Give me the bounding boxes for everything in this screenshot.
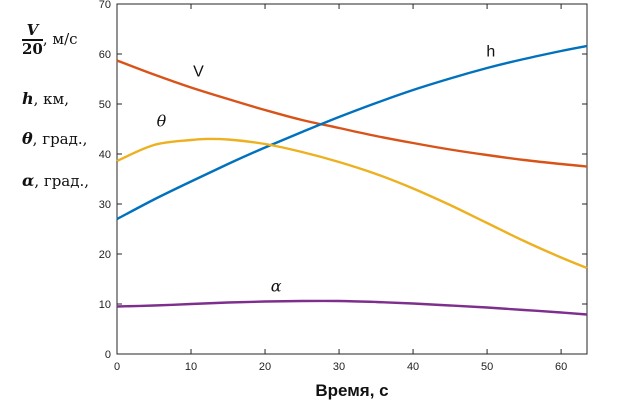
alpha-symbol: α bbox=[22, 171, 35, 190]
velocity-line bbox=[116, 59, 588, 168]
y-tick-label: 50 bbox=[99, 99, 111, 111]
y-tick-label: 30 bbox=[99, 199, 111, 211]
x-tick-label: 40 bbox=[407, 361, 419, 373]
y-legend-velocity: V 20 , м/с bbox=[22, 22, 78, 58]
y-tick-label: 10 bbox=[99, 299, 111, 311]
theta-line bbox=[116, 137, 588, 270]
x-ticks: 0 10 20 30 40 50 60 bbox=[114, 4, 567, 373]
velocity-denominator: 20 bbox=[22, 40, 43, 58]
series-labels: Vh θ α bbox=[157, 44, 496, 296]
y-ticks: 0 10 20 30 40 50 60 70 bbox=[99, 0, 587, 361]
altitude-line bbox=[116, 44, 588, 221]
series-lines bbox=[116, 44, 588, 316]
altitude-units: , км, bbox=[33, 90, 69, 108]
theta-symbol: θ bbox=[22, 129, 33, 148]
y-legend-theta: θ, град., bbox=[22, 129, 87, 148]
y-tick-label: 40 bbox=[99, 149, 111, 161]
y-legend-alpha: α, град., bbox=[22, 171, 89, 190]
velocity-fraction: V 20 bbox=[22, 22, 43, 58]
y-tick-label: 60 bbox=[99, 49, 111, 61]
velocity-numerator: V bbox=[22, 22, 43, 41]
x-tick-label: 20 bbox=[259, 361, 271, 373]
y-tick-label: 0 bbox=[105, 349, 111, 361]
x-tick-label: 30 bbox=[333, 361, 345, 373]
x-tick-label: 50 bbox=[481, 361, 493, 373]
velocity-label: V bbox=[193, 64, 204, 81]
y-tick-label: 20 bbox=[99, 249, 111, 261]
velocity-units: , м/с bbox=[42, 30, 78, 48]
alpha-label: α bbox=[271, 277, 282, 296]
alpha-units: , град., bbox=[34, 172, 90, 190]
altitude-label: h bbox=[486, 44, 495, 61]
x-tick-label: 60 bbox=[555, 361, 567, 373]
y-legend-altitude: h, км, bbox=[22, 89, 69, 108]
x-axis-label: Время, с bbox=[315, 381, 388, 400]
x-tick-label: 10 bbox=[185, 361, 197, 373]
y-tick-label: 70 bbox=[99, 0, 111, 11]
x-tick-label: 0 bbox=[114, 361, 120, 373]
alpha-line bbox=[116, 299, 588, 316]
theta-label: θ bbox=[157, 112, 167, 131]
altitude-symbol: h bbox=[22, 89, 34, 108]
theta-units: , град., bbox=[32, 130, 88, 148]
